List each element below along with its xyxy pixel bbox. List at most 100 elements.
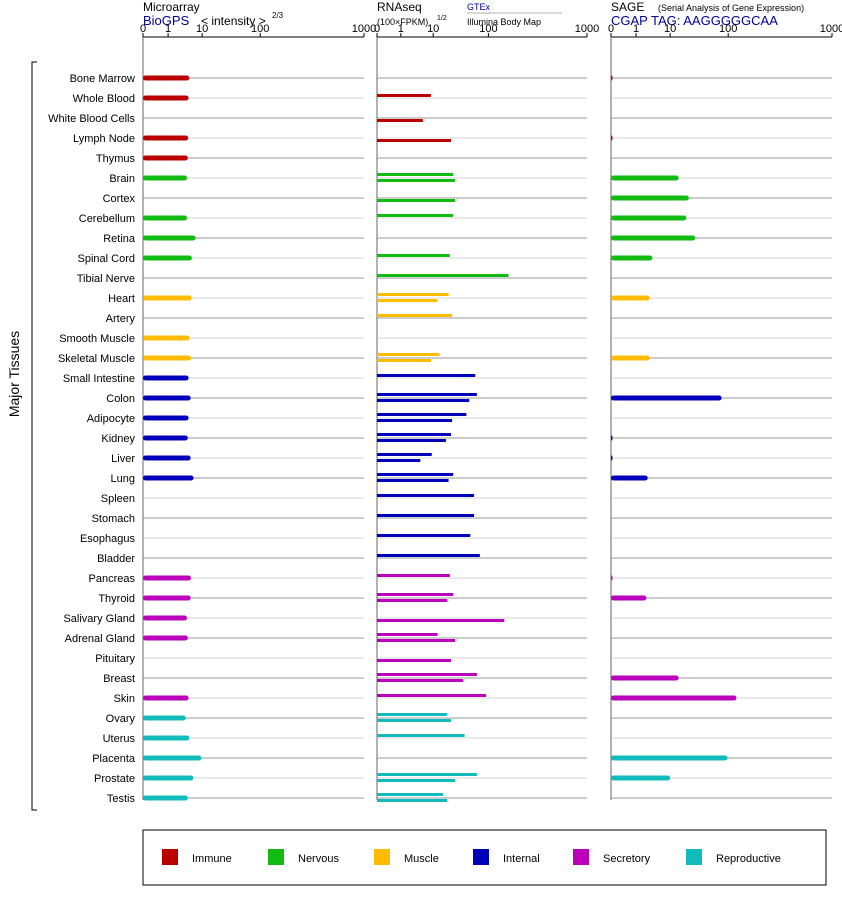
gtex-bar[interactable] <box>377 713 448 716</box>
tissue-label[interactable]: Thymus <box>96 153 136 165</box>
tissue-label[interactable]: Liver <box>111 453 135 465</box>
microarray-bar[interactable] <box>143 175 188 181</box>
microarray-bar[interactable] <box>143 135 189 141</box>
tissue-label[interactable]: Adrenal Gland <box>65 633 135 645</box>
gtex-bar[interactable] <box>377 393 477 396</box>
sage-bar[interactable] <box>611 435 613 441</box>
bodymap-bar[interactable] <box>377 659 451 662</box>
tissue-label[interactable]: Kidney <box>101 433 135 445</box>
microarray-bar[interactable] <box>143 75 190 81</box>
bodymap-bar[interactable] <box>377 719 451 722</box>
microarray-bar[interactable] <box>143 735 190 741</box>
bodymap-bar[interactable] <box>377 679 464 682</box>
gtex-bar[interactable] <box>377 293 449 296</box>
tissue-label[interactable]: Spleen <box>101 493 135 505</box>
tissue-label[interactable]: Pituitary <box>95 653 135 665</box>
gtex-bar[interactable] <box>377 173 454 176</box>
gtex-bar[interactable] <box>377 254 450 257</box>
gtex-bar[interactable] <box>377 274 509 277</box>
gtex-bar[interactable] <box>377 374 476 377</box>
gtex-bar[interactable] <box>377 793 443 796</box>
tissue-label[interactable]: Bladder <box>97 553 135 565</box>
gtex-bar[interactable] <box>377 673 477 676</box>
tissue-label[interactable]: Brain <box>109 173 135 185</box>
gtex-label[interactable]: GTEx <box>467 2 491 12</box>
bodymap-bar[interactable] <box>377 779 456 782</box>
tissue-label[interactable]: Cortex <box>103 193 136 205</box>
gtex-bar[interactable] <box>377 314 453 317</box>
microarray-bar[interactable] <box>143 695 189 701</box>
sage-bar[interactable] <box>611 675 679 681</box>
tissue-label[interactable]: Heart <box>108 293 135 305</box>
bodymap-bar[interactable] <box>377 399 470 402</box>
sage-bar[interactable] <box>611 255 653 261</box>
microarray-bar[interactable] <box>143 475 194 481</box>
gtex-bar[interactable] <box>377 433 451 436</box>
biogps-label[interactable]: BioGPS <box>143 13 190 28</box>
microarray-bar[interactable] <box>143 715 186 721</box>
gtex-bar[interactable] <box>377 574 450 577</box>
tissue-label[interactable]: Skin <box>114 693 135 705</box>
tissue-label[interactable]: Smooth Muscle <box>59 333 135 345</box>
tissue-label[interactable]: Salivary Gland <box>63 613 135 625</box>
gtex-bar[interactable] <box>377 734 465 737</box>
bodymap-bar[interactable] <box>377 199 456 202</box>
bodymap-bar[interactable] <box>377 439 446 442</box>
sage-bar[interactable] <box>611 295 650 301</box>
tissue-label[interactable]: Spinal Cord <box>78 253 135 265</box>
sage-bar[interactable] <box>611 355 650 361</box>
microarray-bar[interactable] <box>143 295 192 301</box>
microarray-bar[interactable] <box>143 415 189 421</box>
tissue-label[interactable]: Cerebellum <box>79 213 135 225</box>
bodymap-bar[interactable] <box>377 459 421 462</box>
microarray-bar[interactable] <box>143 635 188 641</box>
microarray-bar[interactable] <box>143 455 191 461</box>
sage-bar[interactable] <box>611 475 648 481</box>
tissue-label[interactable]: Small Intestine <box>63 373 135 385</box>
sage-bar[interactable] <box>611 395 722 401</box>
bodymap-bar[interactable] <box>377 639 456 642</box>
tissue-label[interactable]: Breast <box>103 673 135 685</box>
gtex-bar[interactable] <box>377 593 454 596</box>
microarray-bar[interactable] <box>143 775 194 781</box>
sage-bar[interactable] <box>611 215 687 221</box>
tissue-label[interactable]: Prostate <box>94 773 135 785</box>
microarray-bar[interactable] <box>143 615 188 621</box>
tissue-label[interactable]: Adipocyte <box>87 413 135 425</box>
sage-bar[interactable] <box>611 235 696 241</box>
gtex-bar[interactable] <box>377 534 471 537</box>
gtex-bar[interactable] <box>377 494 475 497</box>
gtex-bar[interactable] <box>377 94 431 97</box>
sage-bar[interactable] <box>611 455 613 461</box>
bodymap-bar[interactable] <box>377 359 431 362</box>
bodymap-bar[interactable] <box>377 479 449 482</box>
bodymap-bar[interactable] <box>377 139 451 142</box>
microarray-bar[interactable] <box>143 215 188 221</box>
gtex-bar[interactable] <box>377 694 487 697</box>
microarray-bar[interactable] <box>143 435 188 441</box>
tissue-label[interactable]: Lung <box>111 473 135 485</box>
microarray-bar[interactable] <box>143 395 191 401</box>
microarray-bar[interactable] <box>143 235 196 241</box>
microarray-bar[interactable] <box>143 355 191 361</box>
tissue-label[interactable]: Stomach <box>92 513 135 525</box>
tissue-label[interactable]: White Blood Cells <box>48 113 135 125</box>
bodymap-bar[interactable] <box>377 799 448 802</box>
bodymap-bar[interactable] <box>377 179 456 182</box>
microarray-bar[interactable] <box>143 755 202 761</box>
sage-bar[interactable] <box>611 775 671 781</box>
tissue-label[interactable]: Colon <box>106 393 135 405</box>
tissue-label[interactable]: Placenta <box>92 753 136 765</box>
tissue-label[interactable]: Thyroid <box>98 593 135 605</box>
gtex-bar[interactable] <box>377 413 467 416</box>
sage-tag[interactable]: CGAP TAG: AAGGGGGCAA <box>611 13 778 28</box>
tissue-label[interactable]: Testis <box>107 793 136 805</box>
sage-bar[interactable] <box>611 575 613 581</box>
bodymap-bar[interactable] <box>377 419 453 422</box>
tissue-label[interactable]: Whole Blood <box>73 93 135 105</box>
gtex-bar[interactable] <box>377 773 477 776</box>
gtex-bar[interactable] <box>377 633 438 636</box>
microarray-bar[interactable] <box>143 795 188 801</box>
gtex-bar[interactable] <box>377 554 480 557</box>
sage-bar[interactable] <box>611 755 728 761</box>
